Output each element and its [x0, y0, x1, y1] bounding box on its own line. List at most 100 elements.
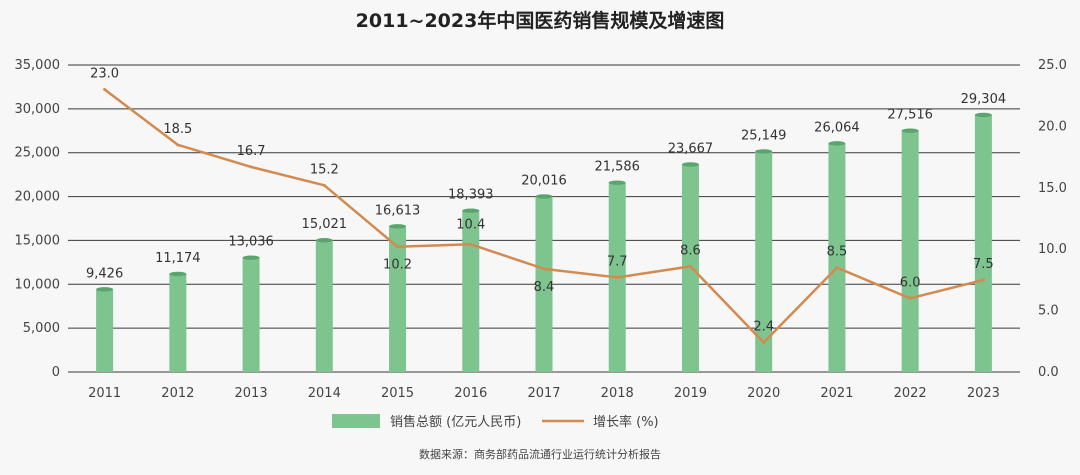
legend-line-label: 增长率 (%) — [593, 414, 659, 430]
bar-cap — [755, 149, 773, 154]
bar — [169, 273, 187, 372]
y-right-tick-label: 25.0 — [1038, 58, 1067, 73]
legend: 销售总额 (亿元人民币) 增长率 (%) — [332, 414, 659, 430]
bar-value-label: 16,613 — [375, 203, 421, 218]
bar — [974, 114, 992, 372]
line-value-label: 16.7 — [237, 144, 266, 159]
line-value-label: 10.2 — [383, 258, 412, 273]
bar-value-label: 15,021 — [302, 217, 348, 232]
bar-cap — [828, 141, 846, 146]
bar-value-label: 11,174 — [155, 251, 201, 266]
bar — [96, 289, 114, 372]
bar-value-label: 20,016 — [521, 173, 567, 188]
line-point — [835, 266, 839, 270]
line-point — [469, 242, 473, 246]
bar-value-label: 21,586 — [594, 160, 640, 175]
y-right-tick-label: 0.0 — [1038, 365, 1059, 380]
line-point — [908, 296, 912, 300]
y-left-tick-label: 30,000 — [15, 102, 61, 117]
line-value-label: 8.5 — [827, 245, 848, 260]
x-tick-label: 2018 — [601, 386, 634, 401]
bar-series — [96, 112, 992, 372]
bar-cap — [389, 224, 407, 229]
y-left-tick-label: 5,000 — [23, 321, 60, 336]
x-tick-label: 2021 — [820, 386, 853, 401]
bar-cap — [974, 112, 992, 118]
line-value-label: 18.5 — [163, 122, 192, 137]
axes: 0 5,000 10,000 15,000 20,000 25,000 30,000 35,0… — [15, 58, 1067, 401]
source-note: 数据来源：商务部药品流通行业运行统计分析报告 — [419, 448, 661, 461]
bar — [462, 210, 480, 372]
x-tick-label: 2011 — [88, 386, 121, 401]
x-tick-label: 2016 — [454, 386, 487, 401]
line-point — [762, 341, 766, 345]
bar — [681, 164, 699, 372]
line-point — [103, 88, 107, 92]
bar-value-label: 27,516 — [887, 108, 933, 123]
line-point — [981, 278, 985, 282]
line-value-label: 2.4 — [753, 320, 774, 335]
bar-cap — [535, 194, 553, 199]
line-value-label: 8.4 — [534, 280, 555, 295]
bar — [315, 240, 333, 372]
bar-value-label: 23,667 — [668, 141, 714, 156]
line-series — [103, 88, 985, 345]
y-left-tick-label: 35,000 — [15, 58, 61, 73]
line-point — [249, 165, 253, 169]
line-point — [542, 267, 546, 271]
y-left-tick-label: 20,000 — [15, 190, 61, 205]
data-labels: 9,426 11,174 13,036 15,021 16,613 18,393 20,01… — [86, 67, 1006, 335]
y-right-tick-label: 10.0 — [1038, 242, 1067, 257]
line-point — [322, 183, 326, 187]
y-left-tick-label: 10,000 — [15, 277, 61, 292]
bar-value-label: 29,304 — [961, 92, 1007, 107]
x-tick-label: 2019 — [674, 386, 707, 401]
line-point — [176, 143, 180, 147]
y-right-tick-label: 15.0 — [1038, 181, 1067, 196]
bar — [755, 151, 773, 372]
bar-value-label: 9,426 — [86, 266, 123, 281]
bar-cap — [901, 128, 919, 133]
line-point — [396, 245, 400, 249]
chart-title: 2011~2023年中国医药销售规模及增速图 — [355, 10, 725, 32]
line-value-label: 10.4 — [456, 217, 485, 232]
x-tick-label: 2017 — [527, 386, 560, 401]
y-left-tick-label: 15,000 — [15, 233, 61, 248]
y-left-tick-label: 25,000 — [15, 146, 61, 161]
bar — [901, 130, 919, 372]
legend-bar-label: 销售总额 (亿元人民币) — [390, 414, 521, 430]
bar-cap — [681, 162, 699, 167]
line-value-label: 7.5 — [973, 257, 994, 272]
bar-cap — [169, 271, 187, 277]
line-value-label: 7.7 — [607, 254, 628, 269]
bar-cap — [315, 238, 333, 243]
line-point — [615, 275, 619, 279]
x-tick-label: 2015 — [381, 386, 414, 401]
y-right-tick-label: 20.0 — [1038, 119, 1067, 134]
line-value-label: 6.0 — [900, 275, 921, 290]
bar — [535, 196, 553, 372]
bar-cap — [96, 287, 114, 292]
legend-bar-swatch — [332, 414, 380, 428]
x-tick-label: 2023 — [967, 386, 1000, 401]
y-left-tick-label: 0 — [52, 365, 60, 380]
x-tick-label: 2014 — [308, 386, 341, 401]
bar-cap — [608, 180, 626, 185]
bar-cap — [462, 208, 480, 213]
x-tick-label: 2012 — [161, 386, 194, 401]
bar-value-label: 25,149 — [741, 128, 787, 143]
y-right-tick-label: 5.0 — [1038, 304, 1059, 319]
x-tick-label: 2022 — [894, 386, 927, 401]
line-point — [688, 264, 692, 268]
x-tick-label: 2013 — [235, 386, 268, 401]
bar — [828, 143, 846, 372]
line-value-label: 8.6 — [680, 243, 701, 258]
bar-value-label: 13,036 — [228, 235, 274, 250]
bar-value-label: 26,064 — [814, 120, 860, 135]
bar-value-label: 18,393 — [448, 188, 494, 203]
line-value-label: 23.0 — [90, 67, 119, 82]
bar — [242, 257, 260, 372]
x-tick-label: 2020 — [747, 386, 780, 401]
bar — [389, 226, 407, 372]
